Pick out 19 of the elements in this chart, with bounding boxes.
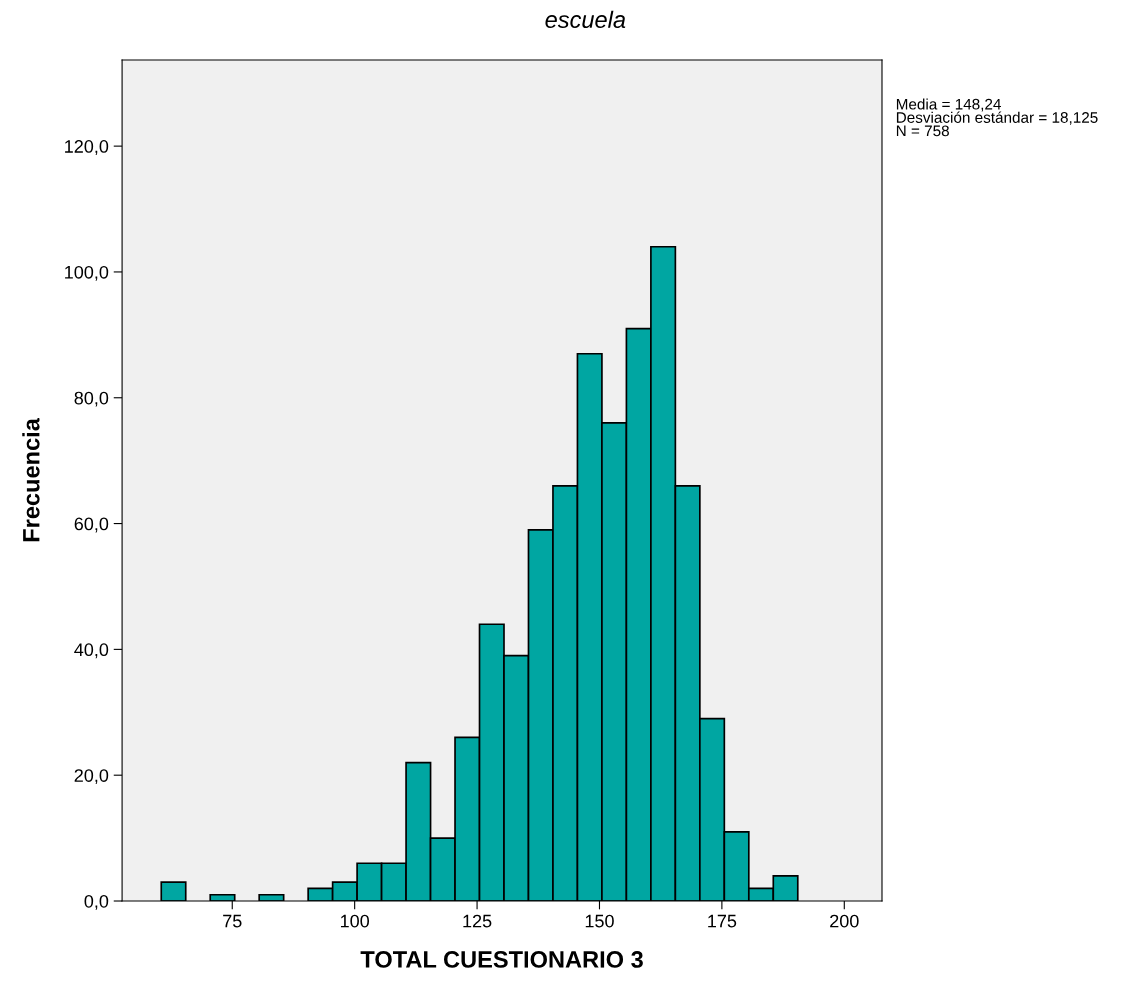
y-tick-label: 60,0 xyxy=(74,517,109,533)
text: N = 758 xyxy=(896,125,949,137)
x-tick-label: 150 xyxy=(585,914,614,928)
x-tick-label: 125 xyxy=(463,914,492,928)
x-tick-label: 75 xyxy=(223,914,242,928)
y-tick-label: 20,0 xyxy=(74,769,109,785)
x-tick-label: 100 xyxy=(340,914,370,928)
y-tick-label: 80,0 xyxy=(74,391,109,407)
text: Desviación estándar = 18,125 xyxy=(896,111,1098,125)
y-tick-label: 0,0 xyxy=(84,894,109,910)
y-tick-label: 40,0 xyxy=(74,643,109,659)
x-tick-label: 175 xyxy=(708,914,737,928)
x-tick-label: 200 xyxy=(830,914,859,928)
y-axis-title: Frecuencia xyxy=(22,417,40,542)
x-axis-title: TOTAL CUESTIONARIO 3 xyxy=(360,951,643,968)
y-tick-label: 100,0 xyxy=(65,265,109,281)
y-tick-label: 120,0 xyxy=(65,140,109,155)
text: Media = 148,24 xyxy=(896,98,1001,112)
chart-title: escuela xyxy=(545,10,626,29)
